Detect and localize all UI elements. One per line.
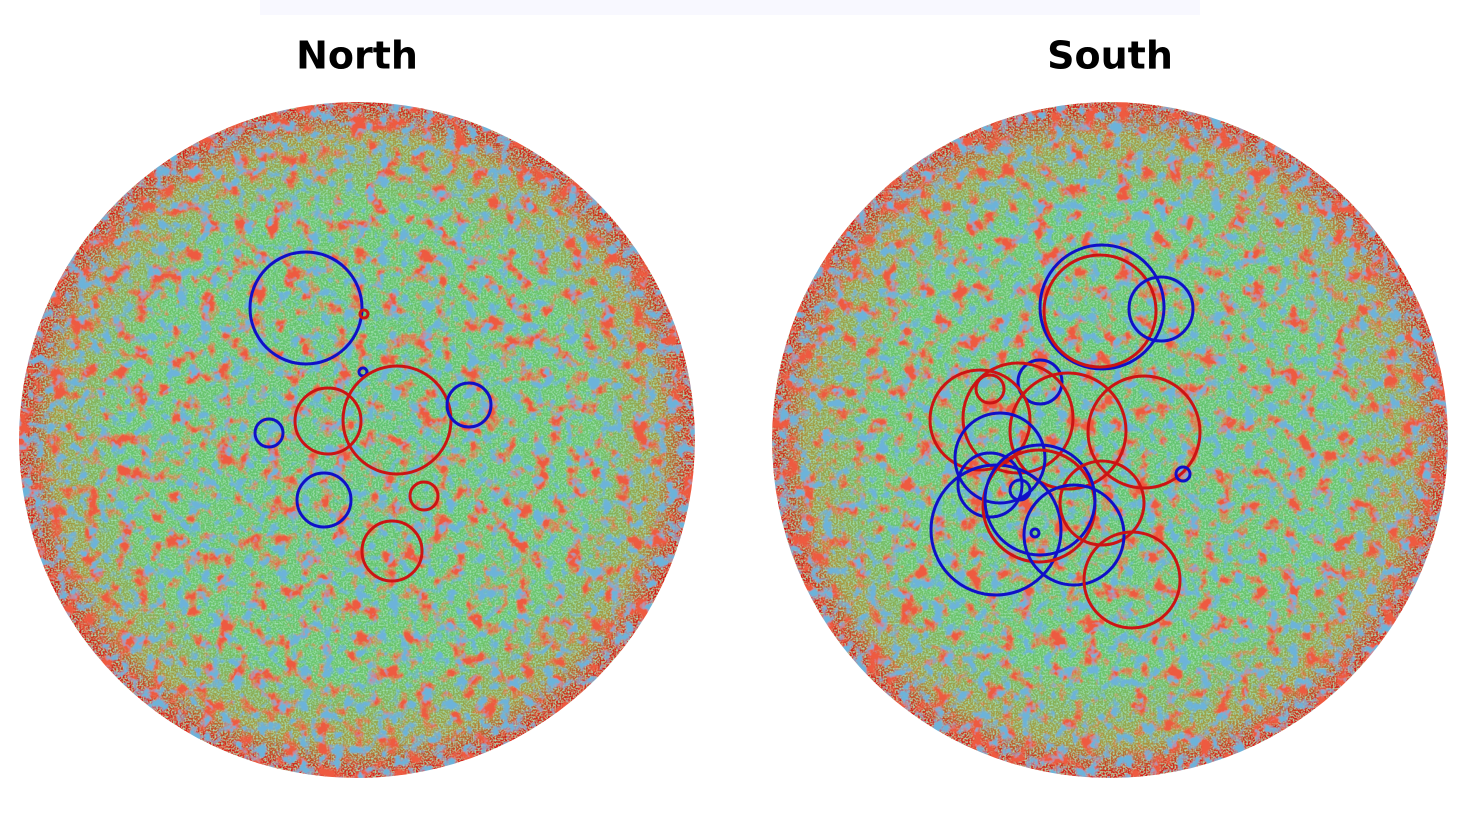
region-circle <box>295 471 353 529</box>
region-circle <box>953 411 1047 505</box>
top-bar <box>260 0 1200 15</box>
region-circle <box>928 368 1032 472</box>
region-circle <box>1029 527 1041 539</box>
region-circle <box>1008 478 1032 502</box>
region-circle <box>1082 530 1182 630</box>
region-circle <box>1008 371 1128 491</box>
region-circle <box>1058 459 1146 547</box>
region-circle <box>1016 358 1064 406</box>
sky-disk <box>19 102 695 778</box>
region-circle <box>408 480 440 512</box>
region-circle <box>248 250 364 366</box>
region-circle <box>1174 465 1192 483</box>
panel-title: South <box>1047 34 1173 78</box>
region-circle <box>956 451 1024 519</box>
region-circle <box>445 381 493 429</box>
sky-disk <box>772 102 1448 778</box>
region-circle <box>1022 483 1126 587</box>
sky-maps <box>19 102 1448 778</box>
region-circle <box>357 366 369 378</box>
region-circle <box>293 386 363 456</box>
region-circle <box>974 373 1006 405</box>
region-circle <box>1038 243 1166 371</box>
region-circle <box>1127 275 1195 343</box>
region-circle <box>1086 374 1202 490</box>
region-circle <box>358 308 370 320</box>
panel-title: North <box>296 34 418 78</box>
region-circle <box>961 361 1075 475</box>
region-circle <box>360 519 424 583</box>
region-circle <box>1042 253 1158 369</box>
region-circle <box>983 443 1097 557</box>
region-circle <box>253 417 285 449</box>
